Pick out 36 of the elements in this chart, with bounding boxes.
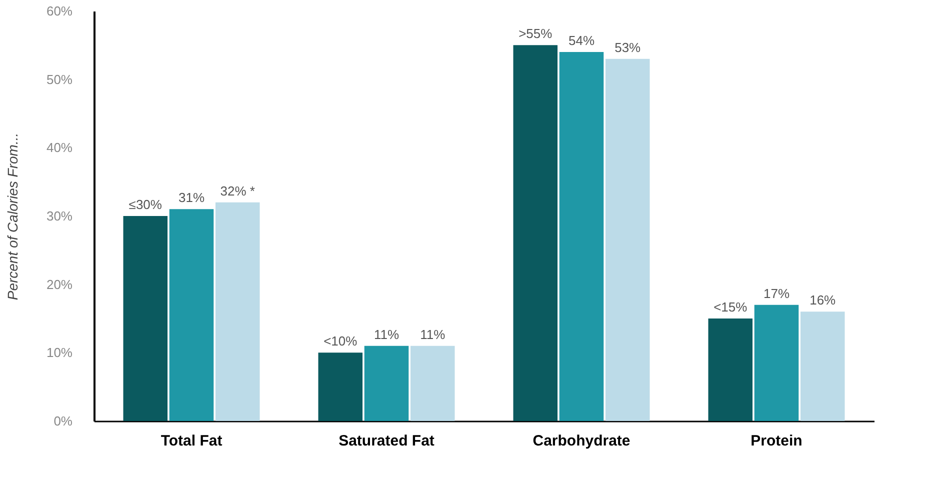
y-tick-label: 60%: [46, 4, 73, 18]
x-tick-label: Saturated Fat: [338, 432, 434, 450]
y-tick-label: 40%: [46, 140, 73, 156]
x-tick-label: Carbohydrate: [532, 432, 630, 450]
data-label: 16%: [810, 292, 836, 308]
bar: [605, 58, 650, 421]
x-tick-label: Total Fat: [160, 432, 222, 450]
bar: [559, 52, 604, 421]
data-label: >55%: [518, 26, 553, 42]
y-tick-label: 30%: [46, 208, 73, 224]
y-axis-title: Percent of Calories From...: [4, 132, 20, 300]
data-label: <10%: [324, 334, 358, 349]
data-label: 11%: [420, 326, 446, 342]
bar: [215, 202, 260, 421]
bar: [318, 352, 363, 421]
y-tick-label: 20%: [46, 276, 73, 292]
bar: [754, 304, 799, 421]
data-label: 31%: [178, 190, 205, 206]
bar: [169, 209, 214, 421]
data-label: 11%: [374, 326, 400, 342]
data-label: ≤30%: [128, 197, 162, 212]
data-label: 32% *: [220, 183, 255, 198]
data-label: 17%: [763, 286, 790, 301]
data-label: 53%: [614, 40, 642, 55]
bar: [513, 45, 558, 421]
bar: [800, 312, 845, 421]
data-label: <15%: [714, 300, 748, 314]
bar: [708, 318, 753, 421]
bar: [123, 216, 168, 421]
x-tick-label: Protein: [750, 432, 802, 450]
bar: [410, 346, 455, 421]
bar: [364, 346, 409, 421]
y-tick-label: 50%: [46, 72, 73, 87]
y-tick-label: 0%: [54, 414, 73, 428]
data-label: 54%: [568, 33, 595, 48]
y-tick-label: 10%: [46, 345, 73, 360]
